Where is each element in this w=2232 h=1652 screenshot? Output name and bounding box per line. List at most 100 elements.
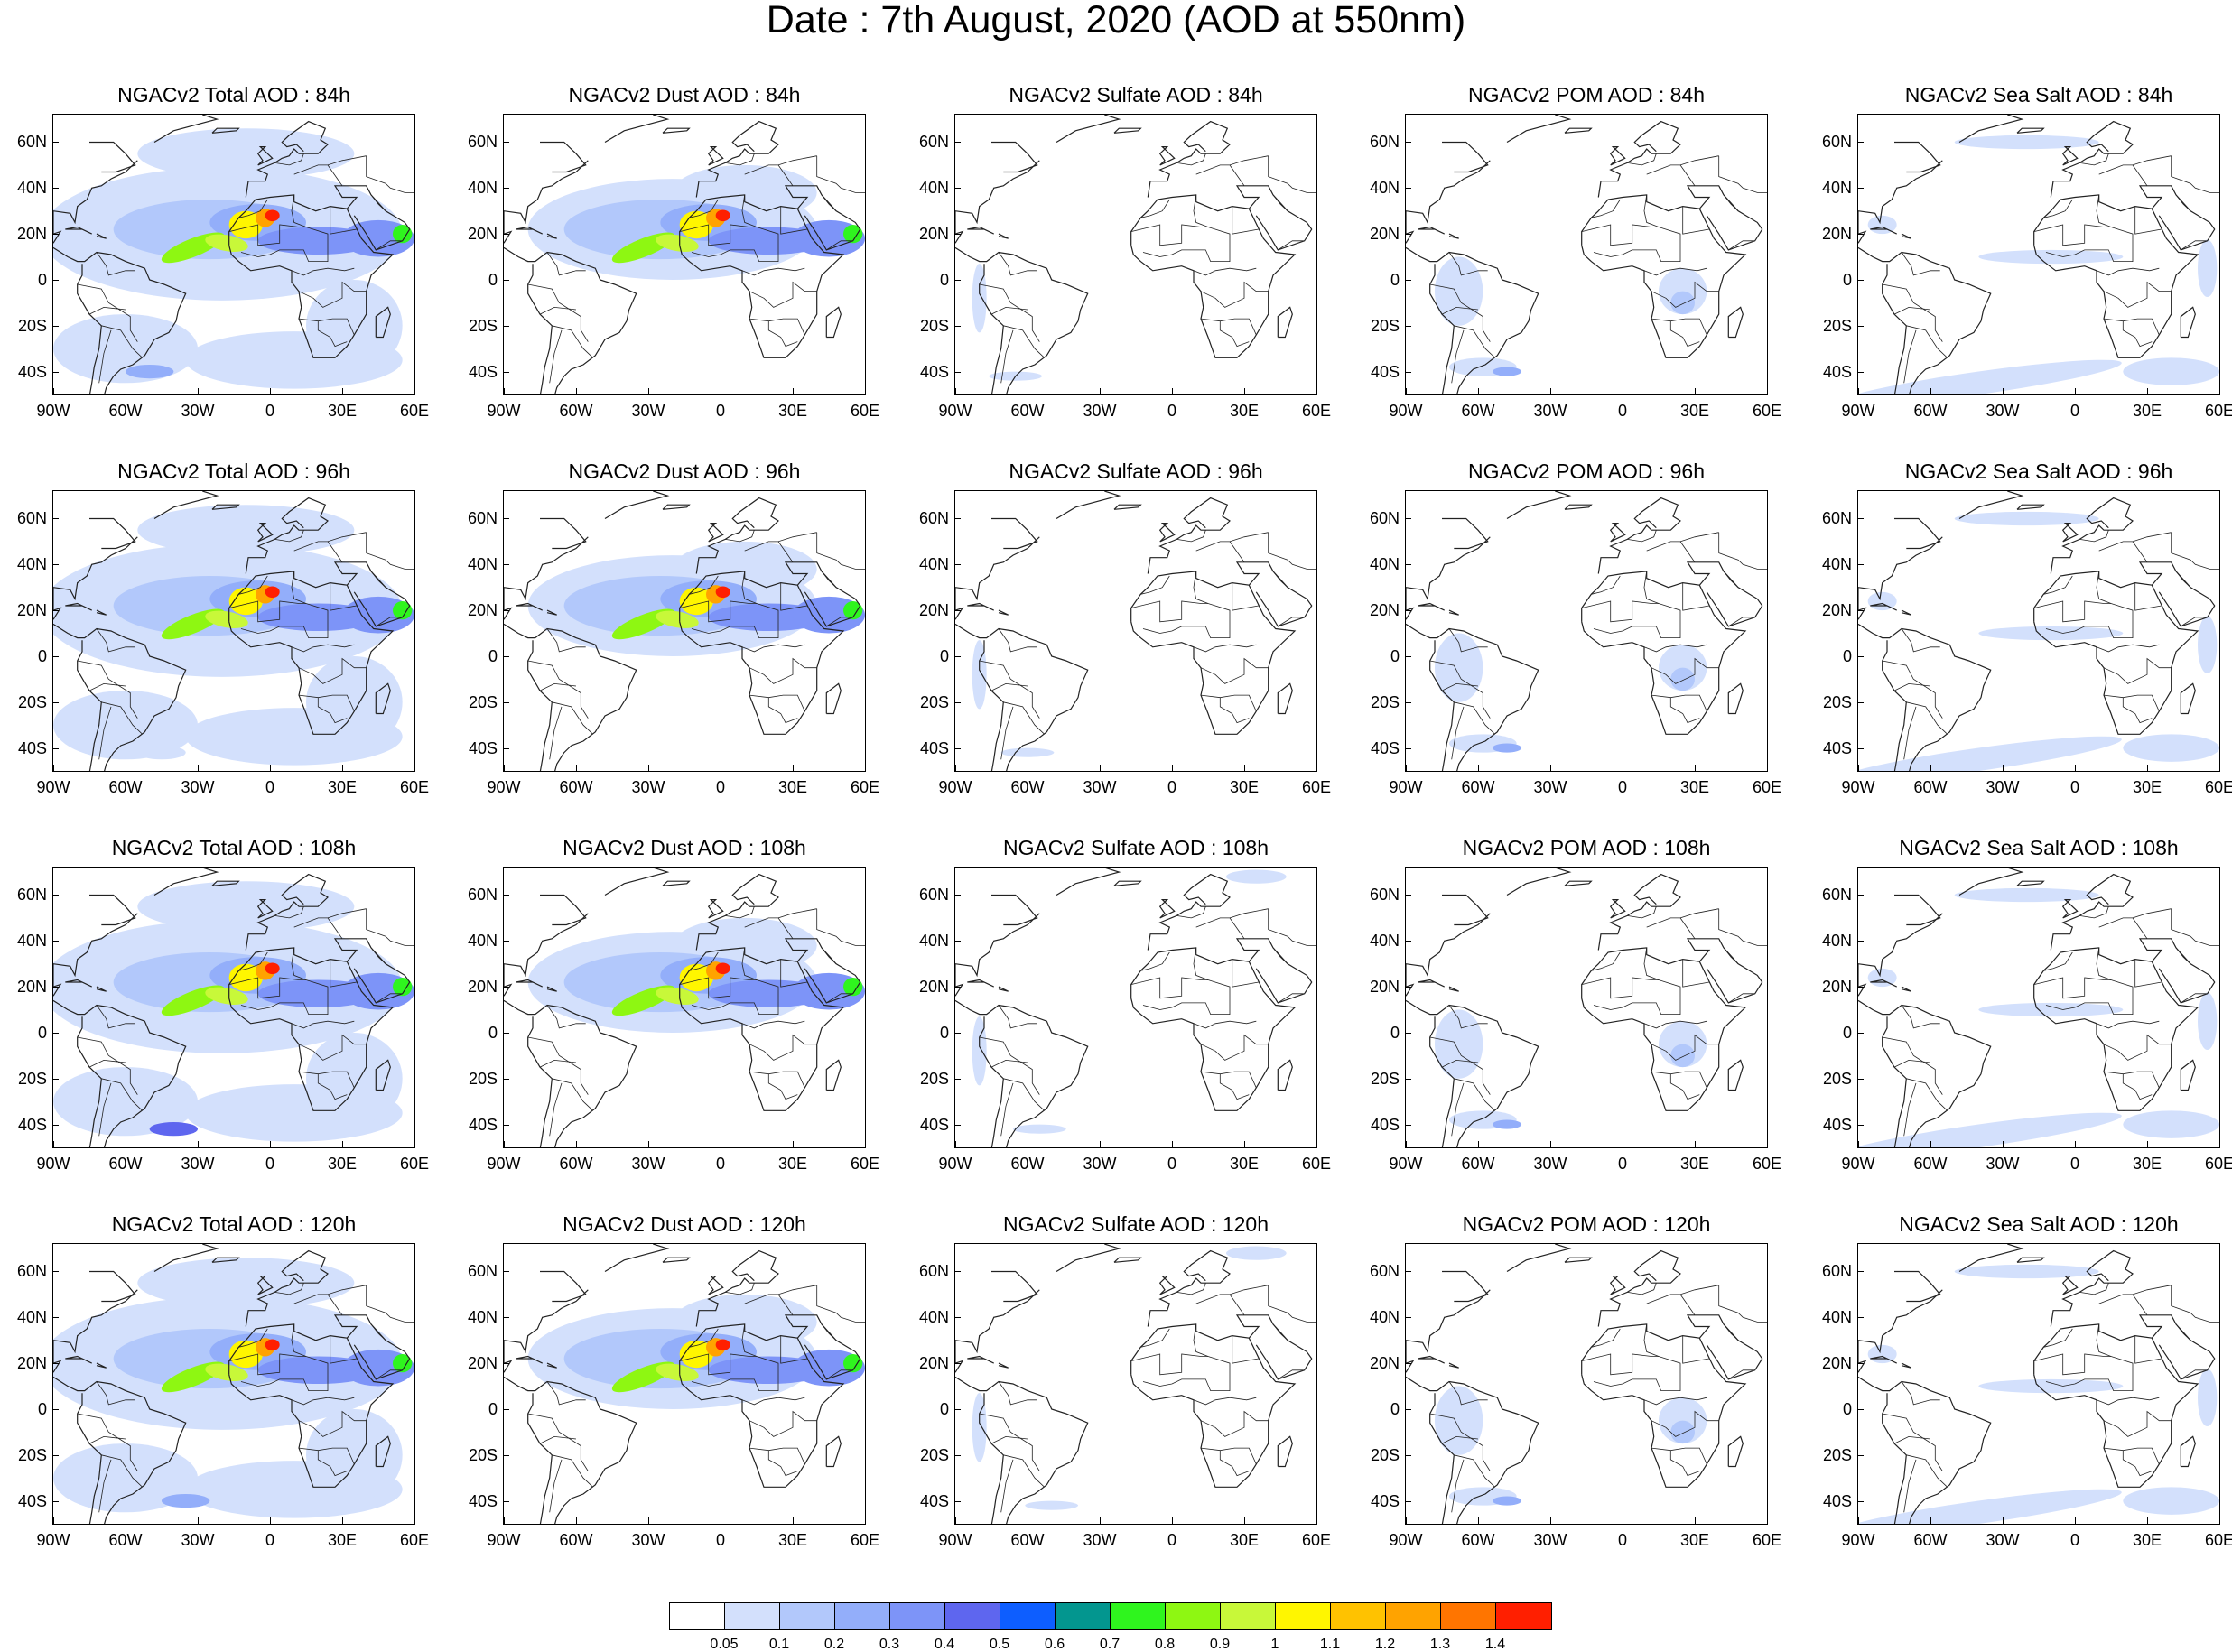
- country-border: [327, 1294, 343, 1316]
- country-border: [1193, 1397, 1257, 1406]
- country-border: [1627, 153, 1657, 166]
- lat-tick: [1405, 1500, 1411, 1502]
- coastline: [1870, 979, 1897, 988]
- coastline: [1056, 115, 1121, 144]
- coastline: [825, 1059, 842, 1091]
- country-border: [1130, 600, 1231, 639]
- coastline: [1564, 880, 1593, 886]
- lon-tick: [1550, 765, 1551, 771]
- aod-field-seasalt: [1858, 1112, 2122, 1147]
- country-border: [291, 267, 355, 276]
- country-border: [2181, 240, 2208, 251]
- lon-tick: [198, 1141, 199, 1147]
- country-border: [990, 1059, 1028, 1068]
- lon-tick: [1930, 1141, 1931, 1147]
- country-border: [2096, 644, 2160, 653]
- lat-tick: [503, 1271, 509, 1273]
- coastline: [662, 504, 691, 510]
- country-border: [2096, 571, 2112, 604]
- coastline: [1727, 306, 1744, 339]
- country-border: [1000, 1459, 1014, 1513]
- coastline: [1581, 194, 1747, 358]
- coastline: [53, 160, 138, 244]
- country-border: [1176, 530, 1206, 543]
- lat-tick-label: 20N: [467, 601, 498, 620]
- lat-tick-label: 40N: [918, 932, 949, 951]
- map-frame: [1405, 114, 1768, 395]
- coastline: [679, 571, 845, 735]
- lat-tick-label: 0: [488, 1399, 498, 1418]
- colorbar-swatch: [670, 1603, 725, 1629]
- country-border: [1682, 582, 1710, 611]
- lat-tick: [1857, 1078, 1864, 1080]
- coastline: [245, 120, 329, 198]
- coastline: [1727, 1435, 1744, 1468]
- lat-tick-label: 0: [1842, 1023, 1852, 1042]
- lon-tick: [1695, 765, 1696, 771]
- coastline: [516, 1355, 543, 1364]
- aod-field-sulfate: [972, 1393, 987, 1462]
- coastline: [1442, 517, 1489, 550]
- panel-title: NGACv2 Sulfate AOD : 108h: [1002, 836, 1269, 859]
- lon-tick: [1858, 1141, 1859, 1147]
- aod-field-pom: [1670, 291, 1695, 315]
- aod-field-pom: [1670, 667, 1695, 691]
- lon-tick: [1100, 765, 1101, 771]
- lat-tick-label: 40S: [468, 362, 498, 381]
- coastline: [1564, 1257, 1593, 1263]
- coastline: [53, 1289, 138, 1373]
- country-border: [376, 617, 403, 627]
- coastline: [1958, 491, 2024, 520]
- lat-tick-label: 60N: [918, 509, 949, 528]
- country-border: [780, 206, 808, 235]
- map-panel-seasalt-108h: NGACv2 Sea Salt AOD : 108h 60N 40N 20N 0 20S 4…: [1822, 836, 2232, 1172]
- lon-tick-label: 60E: [1752, 402, 1782, 420]
- lat-tick: [503, 941, 509, 942]
- lon-tick: [1406, 1517, 1407, 1524]
- country-border: [749, 1410, 817, 1437]
- map-field: [504, 115, 865, 394]
- country-border: [330, 959, 358, 988]
- lat-tick-label: 0: [37, 270, 47, 289]
- lat-tick: [954, 564, 961, 566]
- lat-tick-label: 40S: [1370, 362, 1400, 381]
- coastline: [211, 880, 240, 886]
- country-border: [744, 532, 817, 552]
- map-frame: [1857, 1243, 2220, 1525]
- country-border: [741, 644, 805, 653]
- lat-tick-label: 60N: [1369, 886, 1400, 905]
- country-border: [1646, 532, 1719, 552]
- country-border: [1140, 1328, 1170, 1348]
- aod-field-dust: [679, 210, 713, 239]
- lon-tick-label: 90W: [487, 1531, 521, 1549]
- lat-tick-label: 20N: [467, 978, 498, 997]
- country-border: [274, 906, 304, 919]
- coastline: [1429, 1016, 1455, 1147]
- country-border: [2103, 694, 2160, 712]
- country-border: [376, 240, 403, 251]
- country-border: [821, 947, 837, 964]
- lon-tick-label: 90W: [938, 778, 972, 796]
- coastline: [825, 682, 842, 715]
- lat-tick: [52, 518, 59, 520]
- aod-field-sulfate: [1000, 747, 1055, 757]
- coastline: [546, 986, 557, 992]
- coastline: [707, 145, 724, 166]
- country-border: [327, 541, 343, 563]
- lon-tick-label: 90W: [1389, 1155, 1423, 1173]
- lat-tick-label: 60N: [467, 133, 498, 152]
- lon-tick-label: 0: [265, 778, 274, 796]
- lat-tick: [1405, 1078, 1411, 1080]
- country-border: [2079, 153, 2109, 166]
- country-border: [1278, 617, 1305, 627]
- coastline: [1609, 522, 1626, 543]
- country-border: [1643, 571, 1660, 604]
- lat-tick: [954, 895, 961, 896]
- country-border: [1268, 908, 1316, 946]
- lon-tick: [1316, 1517, 1317, 1524]
- coastline: [825, 306, 842, 339]
- colorbar-swatch: [1000, 1603, 1056, 1629]
- country-border: [1200, 1410, 1269, 1437]
- country-border: [1130, 1353, 1231, 1392]
- country-border: [317, 1450, 348, 1477]
